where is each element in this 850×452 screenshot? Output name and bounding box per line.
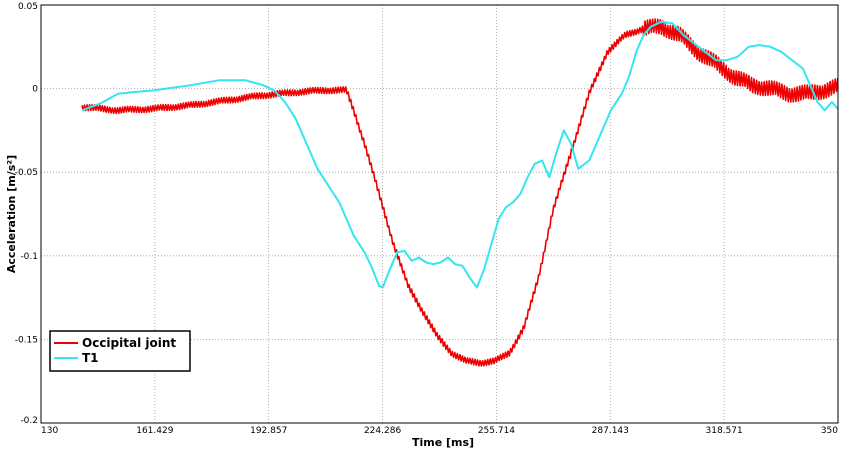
x-tick-label: 255.714 (478, 426, 515, 436)
y-tick-label: -0.15 (15, 335, 38, 345)
y-axis-title: Acceleration [m/s²] (5, 155, 18, 273)
x-tick-label: 350 (821, 426, 838, 436)
y-tick-label: -0.05 (15, 168, 38, 178)
y-axis-ticks: 0.05 0 -0.05 -0.1 -0.15 -0.2 (15, 2, 39, 426)
legend-label-t1: T1 (82, 351, 99, 365)
x-tick-label: 287.143 (592, 426, 629, 436)
y-tick-label: 0.05 (18, 2, 38, 12)
x-tick-label: 130 (41, 426, 58, 436)
series-line-occipital-joint (81, 18, 838, 367)
series-layer (81, 18, 838, 367)
x-tick-label: 224.286 (364, 426, 401, 436)
plot-frame (40, 4, 839, 424)
legend-box (49, 330, 191, 372)
x-axis-ticks: 130 161.429 192.857 224.286 255.714 287.143 31… (41, 426, 838, 436)
x-tick-label: 161.429 (136, 426, 173, 436)
legend-label-occipital-joint: Occipital joint (82, 336, 176, 350)
y-tick-label: 0 (32, 85, 38, 95)
x-tick-label: 192.857 (250, 426, 287, 436)
x-tick-label: 318.571 (706, 426, 743, 436)
legend: Occipital joint T1 (49, 330, 191, 372)
x-axis-title: Time [ms] (412, 436, 474, 449)
y-tick-label: -0.1 (20, 252, 38, 262)
series-line-t1 (81, 20, 838, 289)
plot-area (81, 18, 838, 367)
y-tick-label: -0.2 (20, 416, 38, 426)
